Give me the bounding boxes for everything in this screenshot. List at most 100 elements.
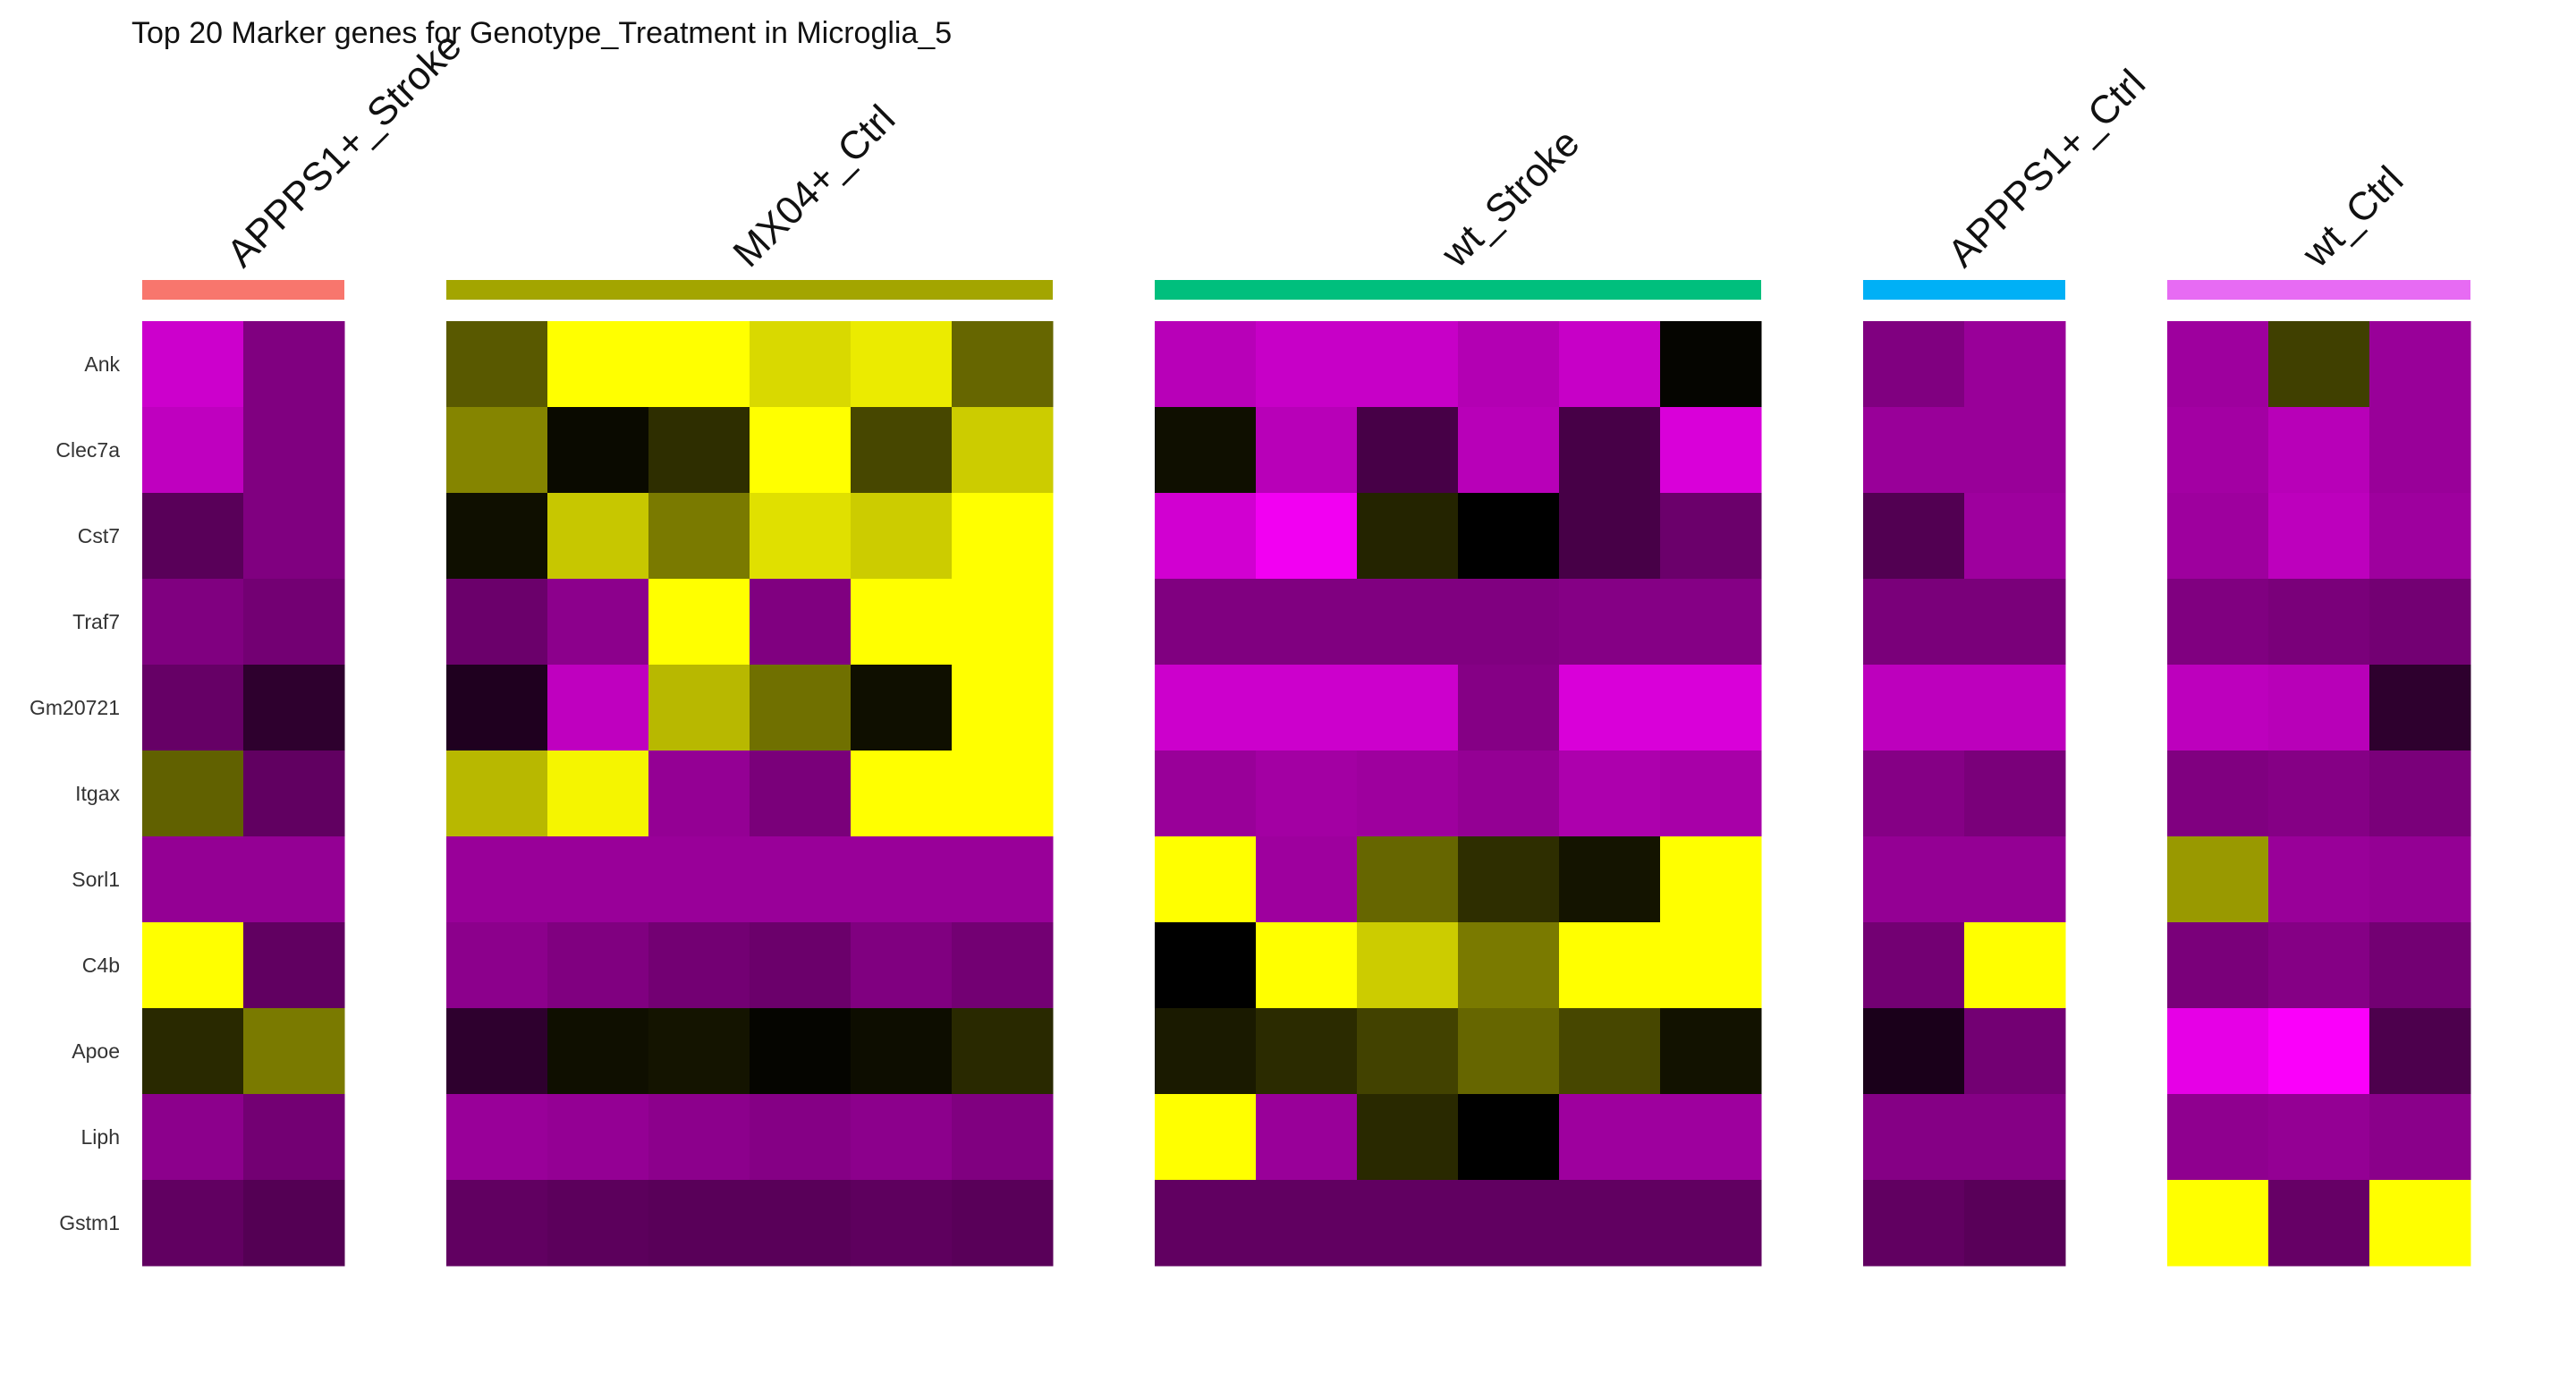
heatmap-cell [1458,579,1560,666]
heatmap-cell [750,665,852,751]
heatmap-cell [1155,922,1257,1009]
heatmap-cell [1155,407,1257,494]
group-bar-2 [1155,280,1761,300]
heatmap-cell [952,1008,1054,1095]
heatmap-cell [547,407,649,494]
heatmap-cell [2369,751,2471,837]
heatmap-cell [243,579,345,666]
heatmap-cell [1964,836,2066,923]
heatmap-cell [446,321,548,408]
heatmap-cell [1155,1008,1257,1095]
heatmap-cell [1559,1008,1661,1095]
heatmap-cell [446,922,548,1009]
heatmap-cell [1964,321,2066,408]
heatmap-cell [1863,407,1965,494]
gene-label-sorl1: Sorl1 [72,868,120,891]
heatmap-cell [2268,751,2370,837]
heatmap-cell [1357,922,1459,1009]
heatmap-cell [1458,407,1560,494]
heatmap-cell [750,751,852,837]
heatmap-cell [547,665,649,751]
heatmap-cell [1559,665,1661,751]
gene-label-gstm1: Gstm1 [59,1211,120,1234]
heatmap-cell [648,407,750,494]
gene-label-clec7a: Clec7a [55,438,120,462]
heatmap-cell [1559,922,1661,1009]
heatmap-cell [1155,493,1257,580]
heatmap-cell [851,665,953,751]
heatmap-cell [2167,836,2269,923]
heatmap-cell [952,665,1054,751]
heatmap-cell [2369,407,2471,494]
heatmap-cell [2268,1180,2370,1267]
heatmap-cell [142,493,244,580]
heatmap-cell [1357,751,1459,837]
heatmap-cell [1964,751,2066,837]
gene-label-c4b: C4b [82,954,120,977]
heatmap-cell [142,1180,244,1267]
heatmap-cell [1660,1008,1762,1095]
heatmap-cell [1458,751,1560,837]
group-labels: APPPS1+_Stroke MX04+_Ctrl wt_Stroke APPPS1+… [218,24,2411,276]
heatmap-cell [750,321,852,408]
heatmap-cell [1256,922,1358,1009]
heatmap-cell [1357,1180,1459,1267]
heatmap-cell [1660,493,1762,580]
heatmap-cell [2167,579,2269,666]
heatmap-cell [1863,1008,1965,1095]
heatmap-cell [142,1008,244,1095]
heatmap-cell [1256,1180,1358,1267]
heatmap-cell [547,321,649,408]
heatmap-cell [2369,579,2471,666]
heatmap-cell [1559,751,1661,837]
heatmap-cell [243,407,345,494]
gene-label-cst7: Cst7 [78,524,120,547]
heatmap-cell [1458,321,1560,408]
heatmap-cell [952,321,1054,408]
heatmap-cell [1458,1180,1560,1267]
heatmap-cell [547,751,649,837]
heatmap-cell [1964,579,2066,666]
heatmap-cell [1964,407,2066,494]
heatmap-cell [1559,1094,1661,1181]
heatmap-cell [1660,1094,1762,1181]
heatmap-cell [1863,1094,1965,1181]
heatmap-cell [2167,407,2269,494]
heatmap-cell [1256,751,1358,837]
group-label-4: wt_Ctrl [2293,158,2411,276]
heatmap-cell [1357,1008,1459,1095]
heatmap-cell [952,1180,1054,1267]
gene-label-apoe: Apoe [72,1039,120,1063]
heatmap-cell [2268,836,2370,923]
heatmap-cell [446,1008,548,1095]
heatmap-cell [243,1094,345,1181]
group-label-3: APPPS1+_Ctrl [1939,61,2154,276]
heatmap-cell [2167,1008,2269,1095]
gene-label-ank: Ank [84,352,120,376]
heatmap-cell [952,836,1054,923]
group-bar-1 [446,280,1053,300]
heatmap-cell [2369,665,2471,751]
heatmap-cell [446,407,548,494]
group-label-1: MX04+_Ctrl [724,97,903,276]
heatmap-cell [750,1094,852,1181]
heatmap-cell [2167,665,2269,751]
heatmap-cell [547,493,649,580]
heatmap-cell [1155,751,1257,837]
heatmap-cell [2268,493,2370,580]
heatmap-cell [2369,321,2471,408]
heatmap-cell [142,1094,244,1181]
heatmap-cell [2369,1094,2471,1181]
heatmap-cell [1155,1094,1257,1181]
heatmap-cell [547,922,649,1009]
heatmap-cell [648,665,750,751]
heatmap-cell [851,1008,953,1095]
heatmap-cell [648,751,750,837]
heatmap-cell [750,407,852,494]
heatmap-cell [1458,1094,1560,1181]
heatmap-cell [243,321,345,408]
heatmap-cell [851,922,953,1009]
heatmap-cell [547,1094,649,1181]
heatmap-cell [2167,1180,2269,1267]
heatmap-cell [851,751,953,837]
